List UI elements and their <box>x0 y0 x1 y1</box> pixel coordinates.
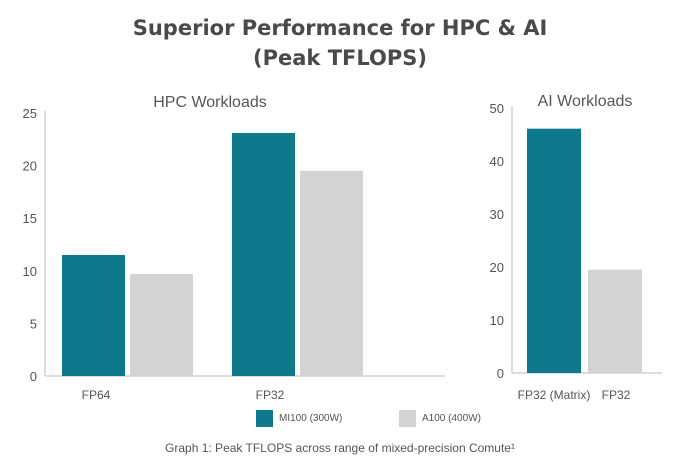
ai-panel-title: AI Workloads <box>538 93 633 110</box>
ai-bar-fp32-matrix--s0 <box>527 128 581 373</box>
ai-y-tick-label: 30 <box>490 207 504 222</box>
hpc-bar-fp32-s1 <box>300 170 363 376</box>
hpc-bar-fp32-s0 <box>232 132 295 376</box>
ai-y-tick-label: 10 <box>490 313 504 328</box>
hpc-panel-title: HPC Workloads <box>153 94 267 111</box>
legend-swatch-mi100 <box>256 409 273 427</box>
hpc-bar-fp64-s0 <box>62 255 125 376</box>
chart-title-line2: (Peak TFLOPS) <box>253 46 427 70</box>
legend-swatch-a100 <box>399 409 416 427</box>
figure-caption: Graph 1: Peak TFLOPS across range of mix… <box>165 441 515 455</box>
hpc-category-label: FP32 <box>256 388 285 402</box>
legend-label-a100: A100 (400W) <box>422 412 481 424</box>
hpc-y-tick-label: 15 <box>23 211 37 226</box>
legend-item-mi100: MI100 (300W) <box>256 408 342 428</box>
hpc-bar-fp64-s1 <box>130 273 193 376</box>
ai-y-tick-label: 50 <box>490 101 504 116</box>
ai-y-tick-label: 0 <box>497 366 504 381</box>
hpc-y-tick-label: 20 <box>23 159 37 174</box>
ai-category-label: FP32 (Matrix) <box>518 388 591 402</box>
legend-label-mi100: MI100 (300W) <box>279 412 343 424</box>
hpc-y-tick-label: 25 <box>23 106 37 121</box>
ai-bar-fp32-s0 <box>588 269 642 373</box>
hpc-y-tick-label: 10 <box>23 264 37 279</box>
ai-y-tick-label: 20 <box>490 260 504 275</box>
legend-item-a100: A100 (400W) <box>399 408 481 428</box>
ai-category-label: FP32 <box>602 388 631 402</box>
hpc-y-tick-label: 5 <box>30 316 37 331</box>
ai-y-tick-label: 40 <box>490 154 504 169</box>
hpc-category-label: FP64 <box>82 388 111 402</box>
chart-title-line1: Superior Performance for HPC & AI <box>132 16 548 40</box>
hpc-y-tick-label: 0 <box>30 369 37 384</box>
